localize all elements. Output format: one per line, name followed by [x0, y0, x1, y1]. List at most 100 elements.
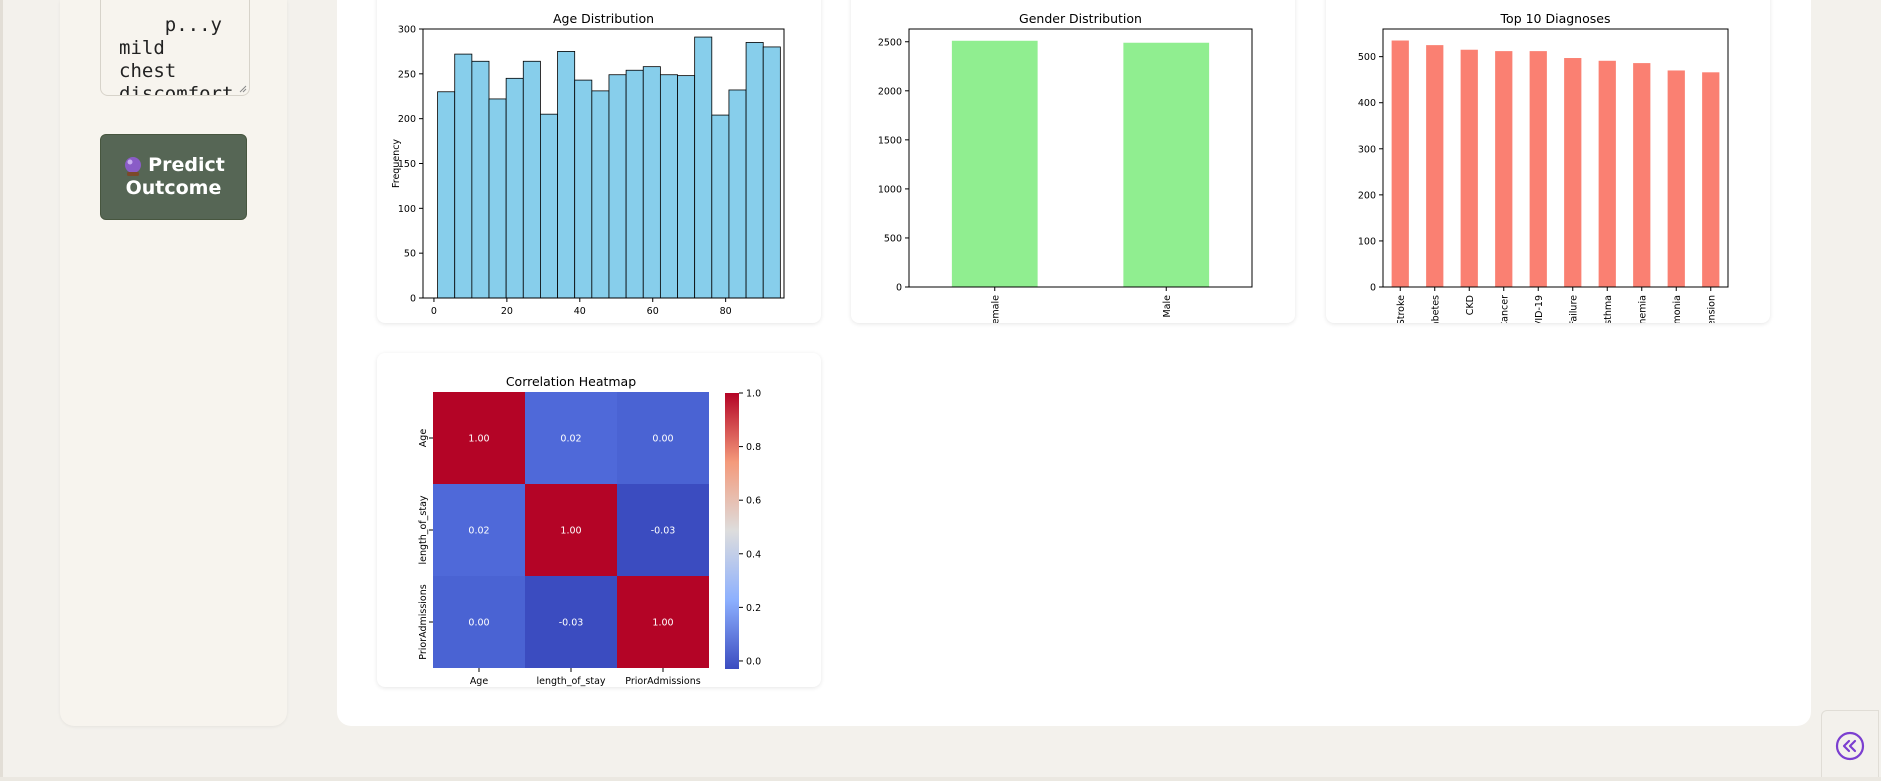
y-axis-label: Frequency: [391, 139, 402, 188]
plot-frame: [422, 28, 785, 299]
plot-frame: [1382, 28, 1729, 288]
colorbar-tick-label: 0.8: [746, 442, 761, 453]
diagnosis-bar: [1391, 40, 1409, 288]
chart-title: Top 10 Diagnoses: [1500, 11, 1611, 26]
x-tick-label: Diabetes: [1430, 295, 1441, 323]
sidebar-panel: p...y mild chest discomfort. Predict Out…: [60, 0, 287, 726]
x-tick-label: Stroke: [1396, 295, 1407, 323]
heatmap-cell: [433, 576, 525, 668]
chart-title: Age Distribution: [553, 11, 654, 26]
x-tick-label: length_of_stay: [536, 676, 605, 687]
x-tick-label: Age: [470, 676, 489, 687]
y-tick-label: 200: [1358, 190, 1376, 201]
correlation-heatmap-card: 1.00 0.02 0.00 0.02 1.00 -0.03 0.00 -0.03 1.00 Ag…: [377, 353, 821, 687]
diagnosis-bar: [1495, 51, 1513, 287]
y-tick-label: 0: [1370, 283, 1376, 294]
y-tick-label: Age: [418, 429, 429, 448]
histogram-bar: [591, 90, 610, 299]
diagnosis-bar: [1426, 45, 1444, 287]
dashboard-panel: 0 50 100 150 200 250 300 0 20 40 60 80 Frequency Age …: [337, 0, 1811, 726]
histogram-bar: [505, 77, 524, 299]
x-tick-label: Cancer: [1499, 295, 1510, 323]
y-tick-label: PriorAdmissions: [418, 584, 429, 659]
histogram-bar: [471, 60, 490, 299]
heatmap-value: 0.02: [468, 526, 489, 537]
gender-distribution-chart: 0 500 1000 1500 2000 2500 Female Male Gender Dis…: [878, 11, 1253, 323]
x-tick-label: Anemia: [1637, 295, 1648, 323]
resize-grip-icon[interactable]: [239, 85, 247, 93]
histogram-bar: [488, 98, 507, 299]
predict-outcome-button[interactable]: Predict Outcome: [100, 134, 247, 220]
y-tick-label: 1000: [878, 184, 902, 195]
heatmap-value: -0.03: [559, 618, 584, 629]
histogram-bar: [745, 42, 764, 299]
age-distribution-chart: 0 50 100 150 200 250 300 0 20 40 60 80 Frequency Age …: [391, 11, 785, 317]
x-tick-label: Pneumonia: [1672, 295, 1683, 323]
gender-bar: [951, 40, 1038, 287]
colorbar-tick-label: 0.4: [746, 549, 761, 560]
predict-button-label-line1: Predict: [148, 154, 225, 176]
x-tick-label: 60: [647, 306, 659, 317]
histogram-bar: [659, 74, 678, 299]
histogram-bar: [625, 69, 644, 299]
y-tick-label: 100: [398, 204, 416, 215]
x-tick-label: 80: [720, 306, 732, 317]
histogram-bar: [540, 113, 558, 299]
heatmap-cell: [525, 484, 617, 576]
predict-button-label-line2: Outcome: [125, 177, 222, 199]
histogram-bar: [728, 89, 747, 299]
heatmap-value: 0.02: [560, 434, 581, 445]
correlation-heatmap-chart: 1.00 0.02 0.00 0.02 1.00 -0.03 0.00 -0.03 1.00 Ag…: [418, 374, 761, 687]
chart-title: Gender Distribution: [1019, 11, 1142, 26]
diagnosis-bar: [1529, 51, 1547, 287]
histogram-bar: [608, 74, 627, 299]
heatmap-value: 1.00: [560, 526, 581, 537]
age-distribution-card: 0 50 100 150 200 250 300 0 20 40 60 80 Frequency Age …: [377, 0, 821, 323]
crystal-ball-icon: [125, 156, 142, 176]
y-tick-label: 100: [1358, 236, 1376, 247]
plot-frame: [908, 28, 1253, 288]
histogram-bar: [557, 51, 576, 299]
x-tick-label: Male: [1162, 295, 1173, 318]
heatmap-value: 0.00: [652, 434, 673, 445]
diagnosis-bar: [1598, 60, 1616, 288]
gender-distribution-card: 0 500 1000 1500 2000 2500 Female Male Gender Dis…: [851, 0, 1295, 323]
colorbar: [725, 393, 739, 669]
x-tick-label: Female: [990, 295, 1001, 323]
colorbar-tick-label: 1.0: [746, 389, 761, 400]
x-tick-label: Hypertension: [1706, 295, 1717, 323]
gender-bar: [1123, 42, 1210, 287]
symptoms-textarea[interactable]: p...y mild chest discomfort.: [100, 0, 250, 96]
y-tick-label: 300: [398, 25, 416, 36]
symptoms-text: p...y mild chest discomfort.: [119, 14, 245, 96]
diagnosis-bar: [1633, 63, 1651, 287]
x-tick-label: 20: [501, 306, 513, 317]
y-tick-label: 300: [1358, 144, 1376, 155]
heatmap-cell: [525, 576, 617, 668]
histogram-bar: [694, 36, 713, 299]
diagnosis-bar: [1460, 49, 1478, 287]
colorbar-tick-label: 0.6: [746, 496, 761, 507]
histogram-bar: [574, 79, 593, 299]
x-tick-label: CKD: [1465, 295, 1476, 315]
chart-title: Correlation Heatmap: [506, 374, 636, 389]
colorbar-tick-label: 0.2: [746, 603, 761, 614]
y-tick-label: 500: [884, 233, 902, 244]
y-tick-label: 0: [896, 283, 902, 294]
x-tick-label: 0: [431, 306, 437, 317]
y-tick-label: 2500: [878, 37, 902, 48]
page-edge: [0, 0, 3, 781]
y-tick-label: 400: [1358, 98, 1376, 109]
histogram-bar: [522, 60, 541, 299]
y-tick-label: length_of_stay: [418, 495, 429, 564]
histogram-bar: [711, 114, 730, 299]
top-diagnoses-card: 0 100 200 300 400 500 Stroke Diabetes CKD Cancer C…: [1326, 0, 1770, 323]
y-tick-label: 500: [1358, 52, 1376, 63]
heatmap-cell: [433, 392, 525, 484]
y-tick-label: 250: [398, 69, 416, 80]
collapse-sidebar-button[interactable]: [1821, 710, 1879, 781]
heatmap-value: -0.03: [651, 526, 676, 537]
heatmap-value: 1.00: [652, 618, 673, 629]
colorbar-tick-label: 0.0: [746, 656, 761, 667]
heatmap-cell: [617, 576, 709, 668]
